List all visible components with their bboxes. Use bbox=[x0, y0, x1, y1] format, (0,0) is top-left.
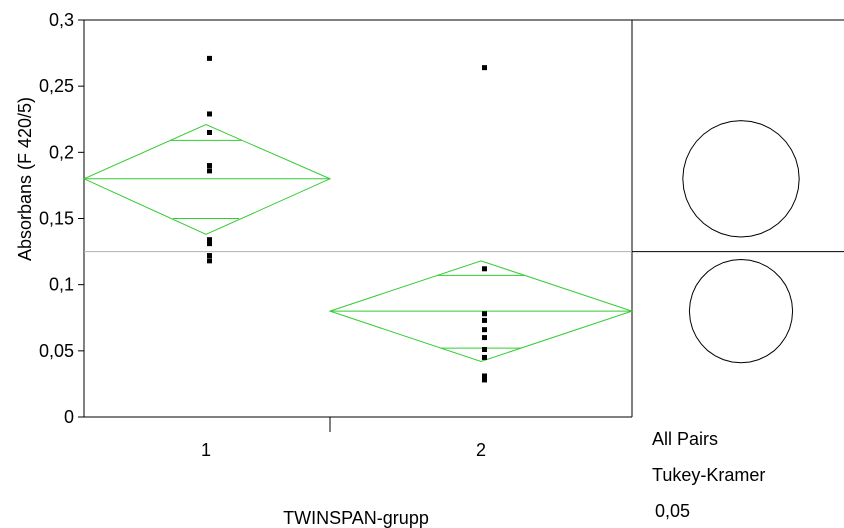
data-point bbox=[207, 258, 212, 264]
data-point bbox=[207, 129, 212, 135]
plot-frame bbox=[83, 19, 844, 432]
comparison-circles bbox=[682, 120, 800, 364]
x-axis-title: TWINSPAN-grupp bbox=[283, 508, 429, 528]
data-point bbox=[207, 237, 212, 243]
comparison-alpha: 0,05 bbox=[655, 501, 690, 521]
data-point bbox=[482, 347, 487, 353]
means-diamonds bbox=[82, 123, 634, 362]
y-tick-label: 0,05 bbox=[39, 341, 74, 361]
y-tick-label: 0,2 bbox=[49, 142, 74, 162]
means-diamond bbox=[82, 123, 332, 235]
x-tick-label-group-1: 1 bbox=[201, 440, 211, 460]
y-ticks: 0 0,05 0,1 0,15 0,2 0,25 0,3 bbox=[39, 10, 84, 427]
y-tick-label: 0,15 bbox=[39, 209, 74, 229]
y-tick-label: 0,25 bbox=[39, 76, 74, 96]
data-point bbox=[207, 163, 212, 169]
data-point bbox=[207, 111, 212, 117]
comparison-circle bbox=[682, 120, 800, 238]
data-point bbox=[482, 354, 487, 360]
y-tick-label: 0,1 bbox=[49, 275, 74, 295]
y-tick-label: 0,3 bbox=[49, 10, 74, 30]
data-point bbox=[482, 327, 487, 333]
data-point bbox=[482, 311, 487, 317]
data-points bbox=[207, 55, 487, 383]
data-point bbox=[482, 65, 487, 71]
data-point bbox=[207, 55, 212, 61]
comparison-method-line2: Tukey-Kramer bbox=[652, 465, 765, 485]
data-point bbox=[482, 266, 487, 272]
comparison-method-line1: All Pairs bbox=[652, 429, 718, 449]
data-point bbox=[482, 317, 487, 323]
comparison-circle bbox=[688, 258, 794, 364]
data-point bbox=[207, 168, 212, 174]
y-tick-label: 0 bbox=[64, 407, 74, 427]
data-point bbox=[482, 373, 487, 379]
data-point bbox=[207, 241, 212, 247]
x-tick-label-group-2: 2 bbox=[476, 440, 486, 460]
data-point bbox=[482, 377, 487, 383]
data-point bbox=[207, 253, 212, 259]
y-axis-title: Absorbans (F 420/5) bbox=[15, 97, 35, 261]
data-point bbox=[482, 335, 487, 341]
